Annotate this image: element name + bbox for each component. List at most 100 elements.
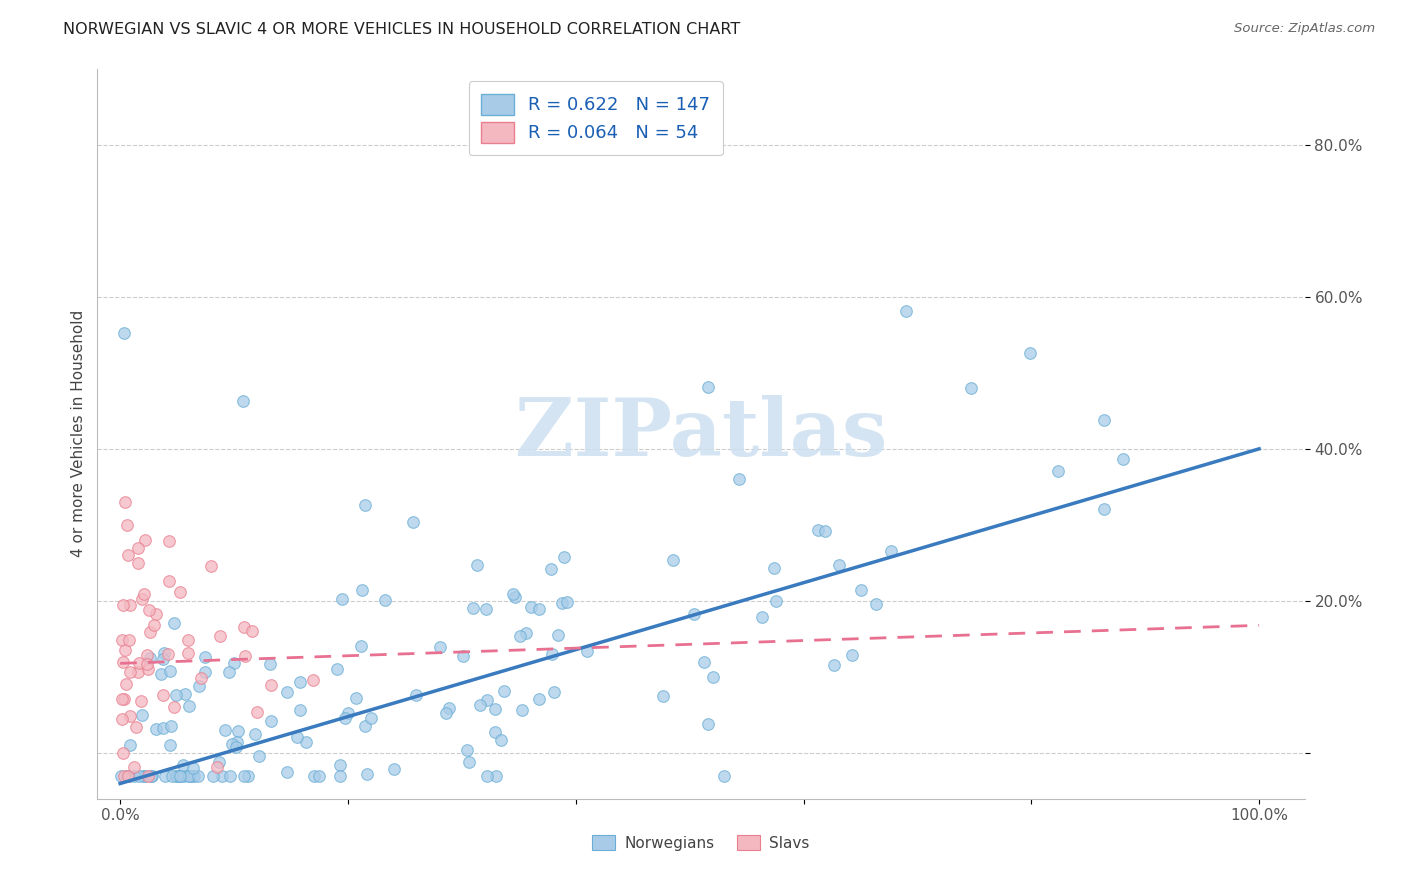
Point bbox=[247, 749, 270, 764]
Point bbox=[350, 583, 373, 598]
Point bbox=[329, 769, 352, 783]
Point bbox=[138, 603, 160, 617]
Point bbox=[169, 584, 191, 599]
Point bbox=[194, 665, 217, 680]
Point bbox=[763, 561, 786, 575]
Point bbox=[167, 769, 190, 783]
Point bbox=[543, 684, 565, 698]
Point bbox=[245, 706, 267, 720]
Point bbox=[575, 644, 598, 658]
Point bbox=[165, 769, 187, 783]
Point bbox=[527, 691, 550, 706]
Point bbox=[177, 769, 200, 783]
Point bbox=[682, 607, 704, 621]
Point bbox=[502, 586, 524, 600]
Point bbox=[1092, 501, 1115, 516]
Point bbox=[118, 598, 141, 612]
Point bbox=[465, 558, 488, 573]
Point bbox=[117, 769, 139, 783]
Point bbox=[112, 769, 135, 783]
Point bbox=[233, 620, 256, 634]
Point bbox=[135, 657, 157, 671]
Text: Source: ZipAtlas.com: Source: ZipAtlas.com bbox=[1234, 22, 1375, 36]
Point bbox=[894, 303, 917, 318]
Point bbox=[285, 730, 308, 744]
Y-axis label: 4 or more Vehicles in Household: 4 or more Vehicles in Household bbox=[72, 310, 86, 558]
Point bbox=[117, 769, 139, 783]
Point bbox=[160, 719, 183, 733]
Point bbox=[159, 533, 181, 548]
Point bbox=[159, 738, 181, 752]
Point bbox=[329, 758, 352, 772]
Point bbox=[494, 683, 516, 698]
Point bbox=[177, 698, 200, 713]
Point bbox=[117, 517, 139, 532]
Point bbox=[187, 679, 209, 693]
Point bbox=[807, 523, 830, 537]
Point bbox=[484, 702, 506, 716]
Point bbox=[111, 691, 134, 706]
Point bbox=[461, 600, 484, 615]
Point bbox=[115, 676, 138, 690]
Point bbox=[157, 647, 180, 661]
Point bbox=[696, 380, 718, 394]
Point bbox=[489, 733, 512, 747]
Legend: R = 0.622   N = 147, R = 0.064   N = 54: R = 0.622 N = 147, R = 0.064 N = 54 bbox=[468, 81, 723, 155]
Point bbox=[308, 769, 330, 783]
Point bbox=[114, 643, 136, 657]
Point bbox=[112, 326, 135, 340]
Point bbox=[702, 669, 724, 683]
Point bbox=[693, 655, 716, 669]
Point bbox=[181, 762, 204, 776]
Point bbox=[208, 629, 231, 643]
Point bbox=[259, 657, 281, 671]
Point bbox=[149, 666, 172, 681]
Point bbox=[1019, 346, 1042, 360]
Point bbox=[134, 533, 156, 548]
Point bbox=[112, 746, 135, 760]
Point bbox=[405, 688, 427, 702]
Point bbox=[190, 671, 212, 685]
Point bbox=[152, 688, 174, 702]
Point bbox=[456, 743, 478, 757]
Point bbox=[169, 769, 191, 783]
Point bbox=[302, 769, 325, 783]
Point bbox=[118, 665, 141, 680]
Point bbox=[276, 765, 298, 780]
Point bbox=[439, 701, 461, 715]
Point bbox=[132, 769, 155, 783]
Point bbox=[211, 769, 233, 783]
Point bbox=[288, 703, 311, 717]
Point bbox=[354, 718, 377, 732]
Point bbox=[260, 678, 283, 692]
Point bbox=[131, 592, 153, 607]
Point bbox=[276, 685, 298, 699]
Point bbox=[139, 769, 162, 783]
Point bbox=[187, 769, 209, 783]
Point bbox=[112, 655, 135, 669]
Point bbox=[136, 648, 159, 662]
Point bbox=[183, 769, 205, 783]
Point bbox=[553, 549, 575, 564]
Point bbox=[350, 639, 373, 653]
Point bbox=[127, 665, 149, 679]
Point bbox=[125, 720, 148, 734]
Point bbox=[727, 472, 749, 486]
Point bbox=[477, 693, 499, 707]
Point bbox=[136, 663, 159, 677]
Point bbox=[960, 381, 983, 395]
Point bbox=[823, 657, 845, 672]
Point bbox=[226, 734, 249, 748]
Point bbox=[356, 767, 378, 781]
Point bbox=[475, 601, 498, 615]
Point bbox=[127, 556, 149, 570]
Point bbox=[233, 769, 256, 783]
Point bbox=[503, 590, 526, 604]
Point bbox=[200, 559, 222, 574]
Point bbox=[128, 657, 150, 671]
Point bbox=[326, 661, 349, 675]
Point bbox=[208, 755, 231, 769]
Point bbox=[139, 651, 162, 665]
Point bbox=[713, 769, 735, 783]
Point bbox=[429, 640, 451, 655]
